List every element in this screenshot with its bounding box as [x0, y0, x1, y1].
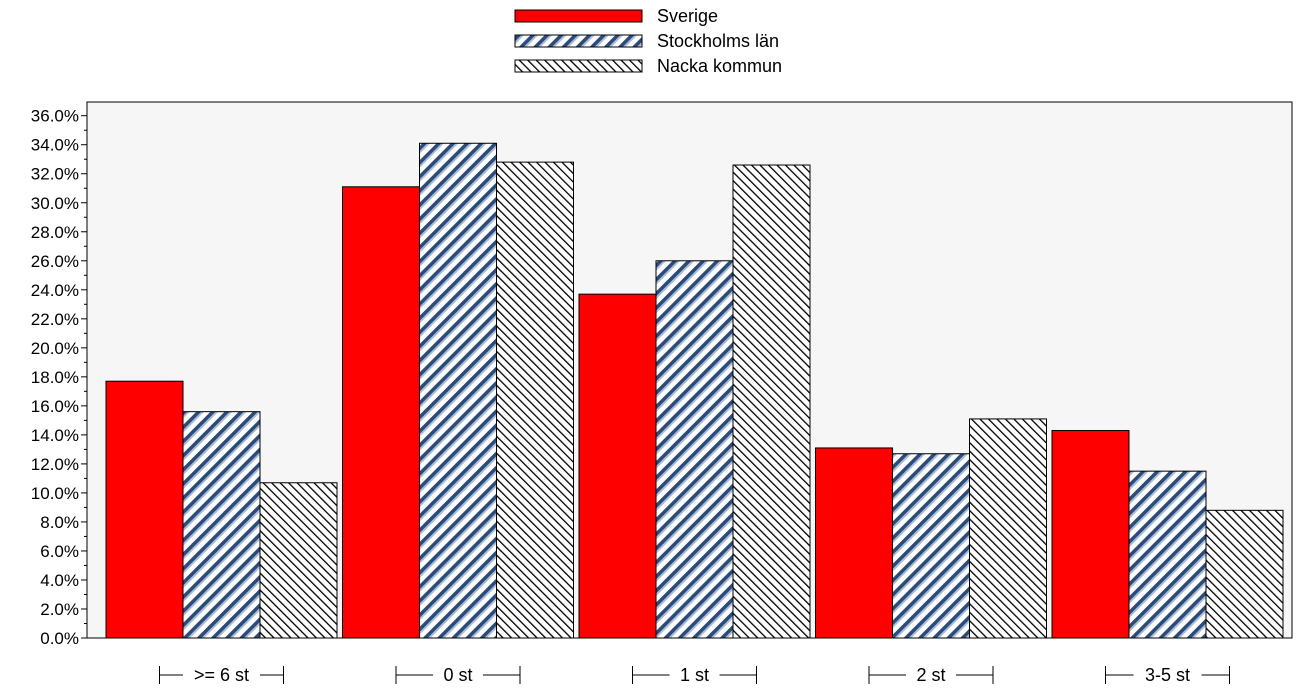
legend: Sverige Stockholms län Nacka kommun	[514, 6, 782, 76]
y-tick-label-7: 14.0%	[31, 426, 79, 445]
legend-swatch-2	[514, 59, 643, 73]
legend-swatch-0	[514, 9, 643, 23]
y-tick-label-11: 22.0%	[31, 310, 79, 329]
y-tick-label-15: 30.0%	[31, 194, 79, 213]
y-axis: 0.0% 2.0% 4.0% 6.0% 8.0% 10.0% 12.0% 14.0% 16.0%…	[31, 107, 87, 648]
y-tick-label-16: 32.0%	[31, 165, 79, 184]
legend-swatch-1	[514, 34, 643, 48]
y-tick-label-18: 36.0%	[31, 107, 79, 126]
x-category-label-0: >= 6 st	[194, 665, 249, 685]
bar-3-1	[892, 453, 970, 639]
x-category-label-2: 1 st	[680, 665, 709, 685]
y-tick-label-13: 26.0%	[31, 252, 79, 271]
x-category-label-3: 2 st	[916, 665, 945, 685]
y-tick-label-2: 4.0%	[40, 571, 79, 590]
y-tick-label-12: 24.0%	[31, 281, 79, 300]
bar-4-1	[1128, 470, 1207, 639]
bar-0-2	[259, 482, 338, 639]
bars	[105, 142, 1284, 639]
y-tick-label-4: 8.0%	[40, 513, 79, 532]
bar-3-0	[815, 447, 893, 639]
bar-1-2	[496, 161, 574, 639]
y-tick-label-9: 18.0%	[31, 368, 79, 387]
x-category-label-1: 0 st	[443, 665, 472, 685]
bar-3-2	[969, 418, 1047, 639]
bar-4-2	[1205, 509, 1284, 639]
bar-2-2	[732, 164, 811, 639]
y-tick-label-1: 2.0%	[40, 600, 79, 619]
x-category-label-4: 3-5 st	[1145, 665, 1190, 685]
x-axis: >= 6 st 0 st 1 st 2 st 3-5 st	[159, 665, 1230, 685]
bar-2-0	[578, 293, 657, 639]
bar-0-1	[182, 411, 261, 639]
legend-label-0: Sverige	[657, 6, 718, 26]
bar-1-1	[419, 142, 497, 639]
legend-label-2: Nacka kommun	[657, 56, 782, 76]
bar-1-0	[342, 186, 420, 639]
legend-label-1: Stockholms län	[657, 31, 779, 51]
bar-0-0	[105, 380, 184, 639]
y-tick-label-14: 28.0%	[31, 223, 79, 242]
bar-4-0	[1051, 430, 1130, 639]
y-tick-label-8: 16.0%	[31, 397, 79, 416]
y-tick-label-3: 6.0%	[40, 542, 79, 561]
y-tick-label-6: 12.0%	[31, 455, 79, 474]
y-tick-label-0: 0.0%	[40, 629, 79, 648]
y-tick-label-17: 34.0%	[31, 136, 79, 155]
y-tick-label-5: 10.0%	[31, 484, 79, 503]
y-tick-label-10: 20.0%	[31, 339, 79, 358]
bar-2-1	[655, 260, 734, 639]
